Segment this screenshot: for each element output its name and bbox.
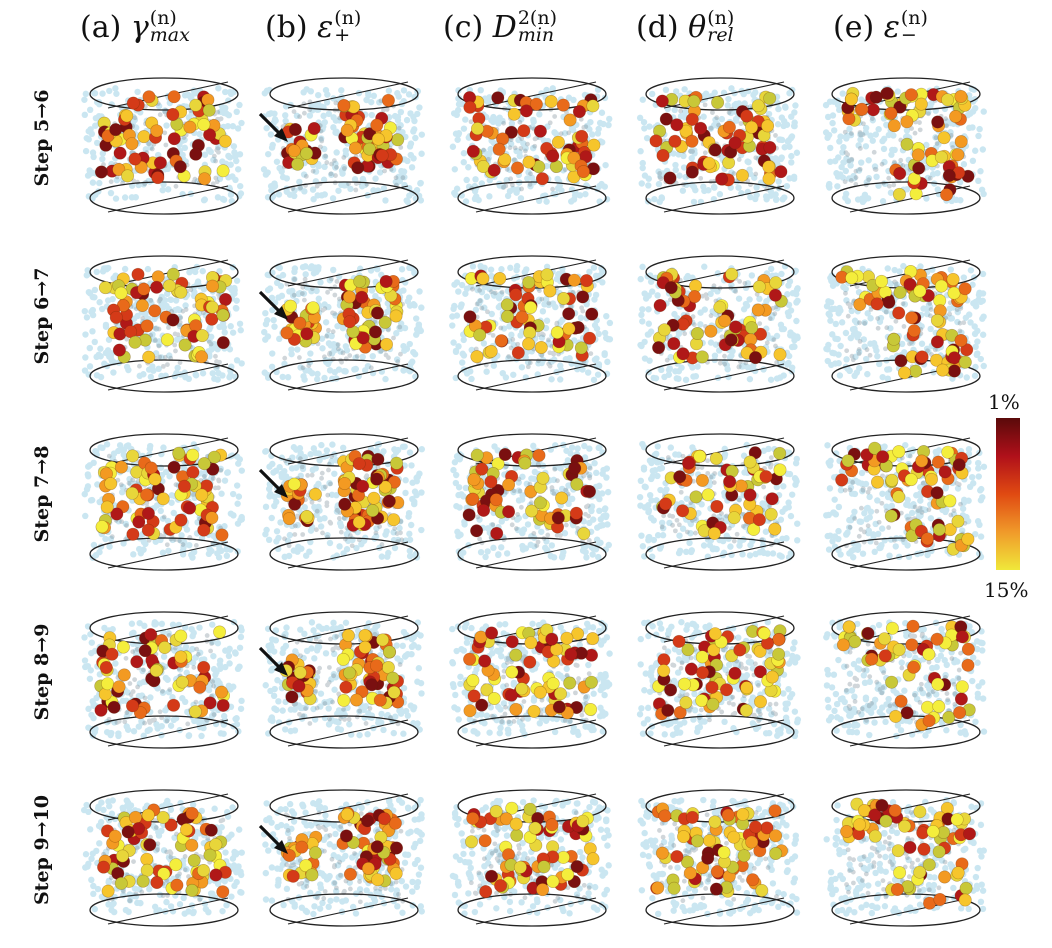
cylinder-render xyxy=(823,611,988,749)
colorbar-bottom-label: 15% xyxy=(984,578,1029,602)
row-label-step-7-8: Step 7→8 xyxy=(31,445,53,543)
cylinder-render xyxy=(823,789,987,927)
cylinder-render xyxy=(81,255,245,393)
column-header-a: (a) γ (n) max xyxy=(80,6,190,46)
panel-a-row-2 xyxy=(78,248,248,398)
panel-c-row-2 xyxy=(446,248,616,398)
panel-e-row-1 xyxy=(820,70,990,220)
panel-b-row-5 xyxy=(258,782,428,932)
panel-a-row-4 xyxy=(78,604,248,754)
cylinder-render xyxy=(81,433,246,571)
column-header-e: (e) ε (n) − xyxy=(833,6,928,46)
panel-e-row-3 xyxy=(820,426,990,576)
panel-e-row-4 xyxy=(820,604,990,754)
cylinder-render xyxy=(823,255,987,393)
cylinder-render xyxy=(637,789,801,927)
cylinder-render xyxy=(258,77,426,215)
panel-c-row-4 xyxy=(446,604,616,754)
cylinder-render xyxy=(81,611,245,749)
cylinder-render xyxy=(258,433,426,571)
arrow-icon xyxy=(258,290,288,320)
cylinder-render xyxy=(258,255,425,393)
panel-a-row-5 xyxy=(78,782,248,932)
panel-e-row-5 xyxy=(820,782,990,932)
panel-d-row-1 xyxy=(634,70,804,220)
panel-d-row-3 xyxy=(634,426,804,576)
column-header-c: (c) D 2(n) min xyxy=(443,6,557,46)
column-header-b: (b) ε (n) + xyxy=(265,6,362,46)
panel-a-row-3 xyxy=(78,426,248,576)
cylinder-render xyxy=(636,433,801,571)
row-label-step-9-10: Step 9→10 xyxy=(31,794,53,906)
row-label-step-6-7: Step 6→7 xyxy=(31,267,53,365)
cylinder-render xyxy=(80,789,245,927)
panel-b-row-1 xyxy=(258,70,428,220)
column-header-d: (d) θ (n) rel xyxy=(636,6,735,46)
cylinder-render xyxy=(823,433,988,571)
cylinder-render xyxy=(449,255,614,393)
cylinder-render xyxy=(449,611,613,749)
cylinder-render xyxy=(449,77,613,215)
cylinder-render xyxy=(636,611,802,749)
panel-a-row-1 xyxy=(78,70,248,220)
cylinder-render xyxy=(822,77,987,215)
panel-c-row-1 xyxy=(446,70,616,220)
row-label-step-5-6: Step 5→6 xyxy=(31,89,53,187)
cylinder-render xyxy=(449,789,612,927)
arrow-icon xyxy=(258,468,288,498)
panel-d-row-5 xyxy=(634,782,804,932)
cylinder-render xyxy=(637,255,801,393)
panel-b-row-2 xyxy=(258,248,428,398)
arrow-icon xyxy=(258,646,288,676)
panel-b-row-4 xyxy=(258,604,428,754)
row-label-step-8-9: Step 8→9 xyxy=(31,623,53,721)
panel-d-row-2 xyxy=(634,248,804,398)
cylinder-render xyxy=(81,77,245,215)
colorbar-top-label: 1% xyxy=(988,390,1020,414)
colorbar xyxy=(996,418,1020,570)
cylinder-render xyxy=(258,611,425,749)
cylinder-render xyxy=(450,433,612,571)
panel-e-row-2 xyxy=(820,248,990,398)
cylinder-render xyxy=(636,77,801,215)
panel-b-row-3 xyxy=(258,426,428,576)
panel-c-row-5 xyxy=(446,782,616,932)
arrow-icon xyxy=(258,824,288,854)
cylinder-render xyxy=(258,789,425,927)
arrow-icon xyxy=(258,112,288,142)
panel-c-row-3 xyxy=(446,426,616,576)
panel-d-row-4 xyxy=(634,604,804,754)
